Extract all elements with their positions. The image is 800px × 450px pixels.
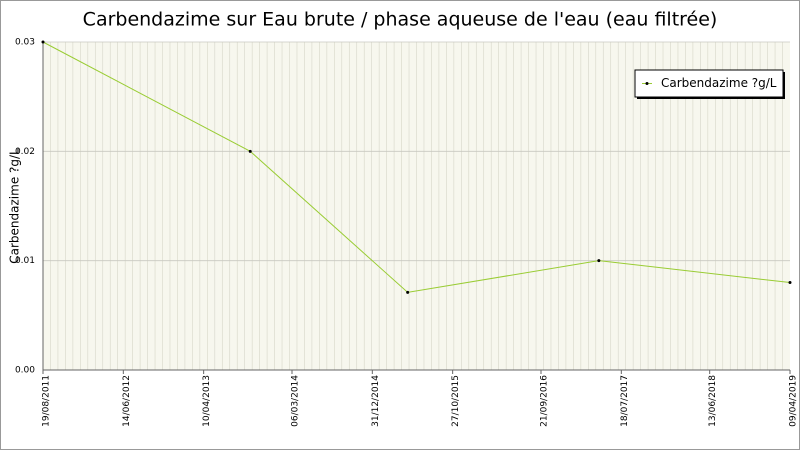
y-axis-label: Carbendazime ?g/L	[8, 148, 22, 264]
x-tick-label: 06/03/2014	[291, 375, 301, 427]
x-tick-label: 27/10/2015	[451, 375, 461, 427]
data-point	[248, 149, 252, 153]
y-tick-label: 0.03	[15, 38, 35, 48]
minor-grid	[42, 42, 783, 370]
y-tick-label: 0.02	[15, 147, 35, 157]
x-tick-label: 09/04/2019	[789, 375, 799, 427]
data-point	[406, 290, 410, 294]
legend-label: Carbendazime ?g/L	[661, 76, 777, 90]
x-tick-label: 14/06/2012	[122, 375, 132, 427]
chart-title: Carbendazime sur Eau brute / phase aqueu…	[83, 9, 718, 31]
legend-marker	[645, 82, 649, 85]
y-tick-label: 0.01	[15, 256, 35, 266]
legend-box	[634, 69, 784, 98]
x-tick-label: 21/09/2016	[540, 375, 550, 427]
x-tick-label: 13/06/2018	[708, 375, 718, 427]
x-tick-label: 19/08/2011	[42, 375, 52, 427]
data-point	[41, 40, 45, 44]
x-tick-label: 18/07/2017	[620, 375, 630, 427]
data-point	[788, 281, 792, 285]
x-tick-label: 10/04/2013	[202, 375, 212, 427]
data-point	[597, 259, 601, 263]
y-tick-label: 0.00	[15, 366, 35, 376]
x-tick-label: 31/12/2014	[371, 375, 381, 427]
